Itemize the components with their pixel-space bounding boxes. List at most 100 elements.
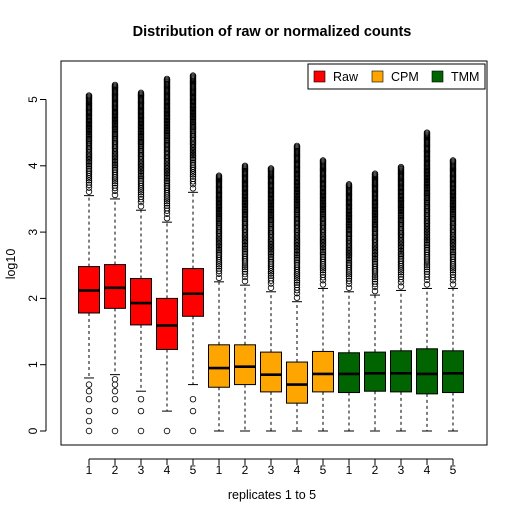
outlier-point [423, 266, 431, 273]
outlier-point [267, 284, 275, 291]
x-tick-label: 2 [372, 463, 379, 477]
outlier-point [319, 250, 327, 257]
outlier-point [319, 157, 327, 164]
outlier-point [293, 254, 301, 262]
outlier-point [371, 287, 379, 295]
outlier-point [319, 253, 327, 261]
outlier-point [397, 250, 405, 258]
outlier-point [85, 381, 93, 388]
outlier-point [137, 193, 145, 200]
outlier-point [85, 388, 93, 395]
outlier-point [111, 161, 119, 169]
box-tmm-1 [338, 181, 360, 432]
legend-box [307, 63, 486, 90]
x-tick-label: 4 [294, 463, 301, 477]
outlier-point [267, 274, 275, 282]
outlier-point [397, 252, 405, 259]
box-tmm-3 [390, 163, 412, 432]
outlier-point [189, 178, 197, 185]
outlier-point [241, 270, 249, 278]
outlier-point [371, 170, 379, 177]
outlier-point [163, 177, 171, 185]
outlier-point [215, 249, 223, 257]
box-tmm-2 [364, 170, 386, 432]
outlier-point [423, 240, 431, 247]
outlier-point [215, 245, 223, 252]
outlier-point [163, 174, 171, 182]
outlier-point [241, 250, 249, 258]
outlier-point [137, 177, 145, 185]
outlier-point [449, 266, 457, 274]
outlier-point [137, 191, 145, 198]
outlier-point [85, 395, 93, 403]
outlier-point [241, 247, 249, 254]
outlier-point [345, 256, 353, 263]
outlier-point [137, 169, 145, 176]
box-body [234, 344, 256, 386]
outlier-point [293, 251, 301, 259]
x-tick-label: 5 [320, 463, 327, 477]
outlier-point [85, 188, 93, 195]
outlier-point [137, 179, 145, 186]
outlier-point [85, 184, 93, 191]
y-tick-label: 5 [26, 96, 40, 103]
legend-label-cpm: CPM [391, 70, 419, 84]
outlier-point [85, 407, 93, 415]
outlier-point [215, 246, 223, 254]
x-tick-label: 5 [190, 463, 197, 477]
outlier-point [241, 245, 249, 253]
y-axis-label: log10 [4, 249, 18, 280]
outlier-point [319, 248, 327, 256]
outlier-point [163, 75, 171, 83]
outlier-point [137, 174, 145, 181]
outlier-point [319, 269, 327, 276]
box-body [338, 352, 360, 394]
outlier-point [449, 253, 457, 261]
y-tick-label: 4 [26, 162, 40, 169]
outlier-point [241, 265, 249, 273]
outlier-point [189, 158, 197, 165]
box-cpm-4 [286, 142, 308, 432]
box-cpm-3 [260, 165, 282, 432]
outlier-point [319, 255, 327, 262]
box-body [156, 297, 178, 350]
outlier-point [267, 248, 275, 256]
outlier-point [267, 277, 275, 284]
outlier-point [371, 280, 379, 288]
outlier-point [397, 273, 405, 280]
outlier-point [163, 202, 171, 209]
box-body [130, 278, 152, 326]
outlier-point [449, 247, 457, 254]
outlier-point [293, 294, 301, 301]
legend: Raw CPM TMM [307, 63, 486, 90]
outlier-point [163, 173, 171, 180]
outlier-point [111, 168, 119, 175]
outlier-point [293, 281, 301, 289]
outlier-point [449, 281, 457, 288]
outlier-point [345, 277, 353, 285]
outlier-point [267, 270, 275, 277]
outlier-point [397, 283, 405, 290]
outlier-point [293, 261, 301, 269]
outlier-point [423, 129, 431, 136]
outlier-point [267, 257, 275, 264]
outlier-point [345, 284, 353, 291]
outlier-point [189, 185, 197, 192]
box-body [182, 268, 204, 317]
outlier-point [85, 167, 93, 174]
outlier-point [423, 245, 431, 252]
box-raw-4 [156, 75, 178, 435]
outlier-point [163, 182, 171, 190]
outlier-point [319, 251, 327, 259]
box-cpm-5 [312, 157, 334, 432]
outlier-point [449, 157, 457, 164]
outlier-point [215, 265, 223, 272]
outlier-point [345, 181, 353, 188]
box-raw-3 [130, 89, 152, 435]
outlier-point [241, 162, 249, 169]
outlier-point [371, 254, 379, 261]
box-raw-5 [182, 72, 204, 435]
outlier-point [345, 263, 353, 270]
outlier-point [267, 255, 275, 262]
outlier-point [241, 268, 249, 275]
